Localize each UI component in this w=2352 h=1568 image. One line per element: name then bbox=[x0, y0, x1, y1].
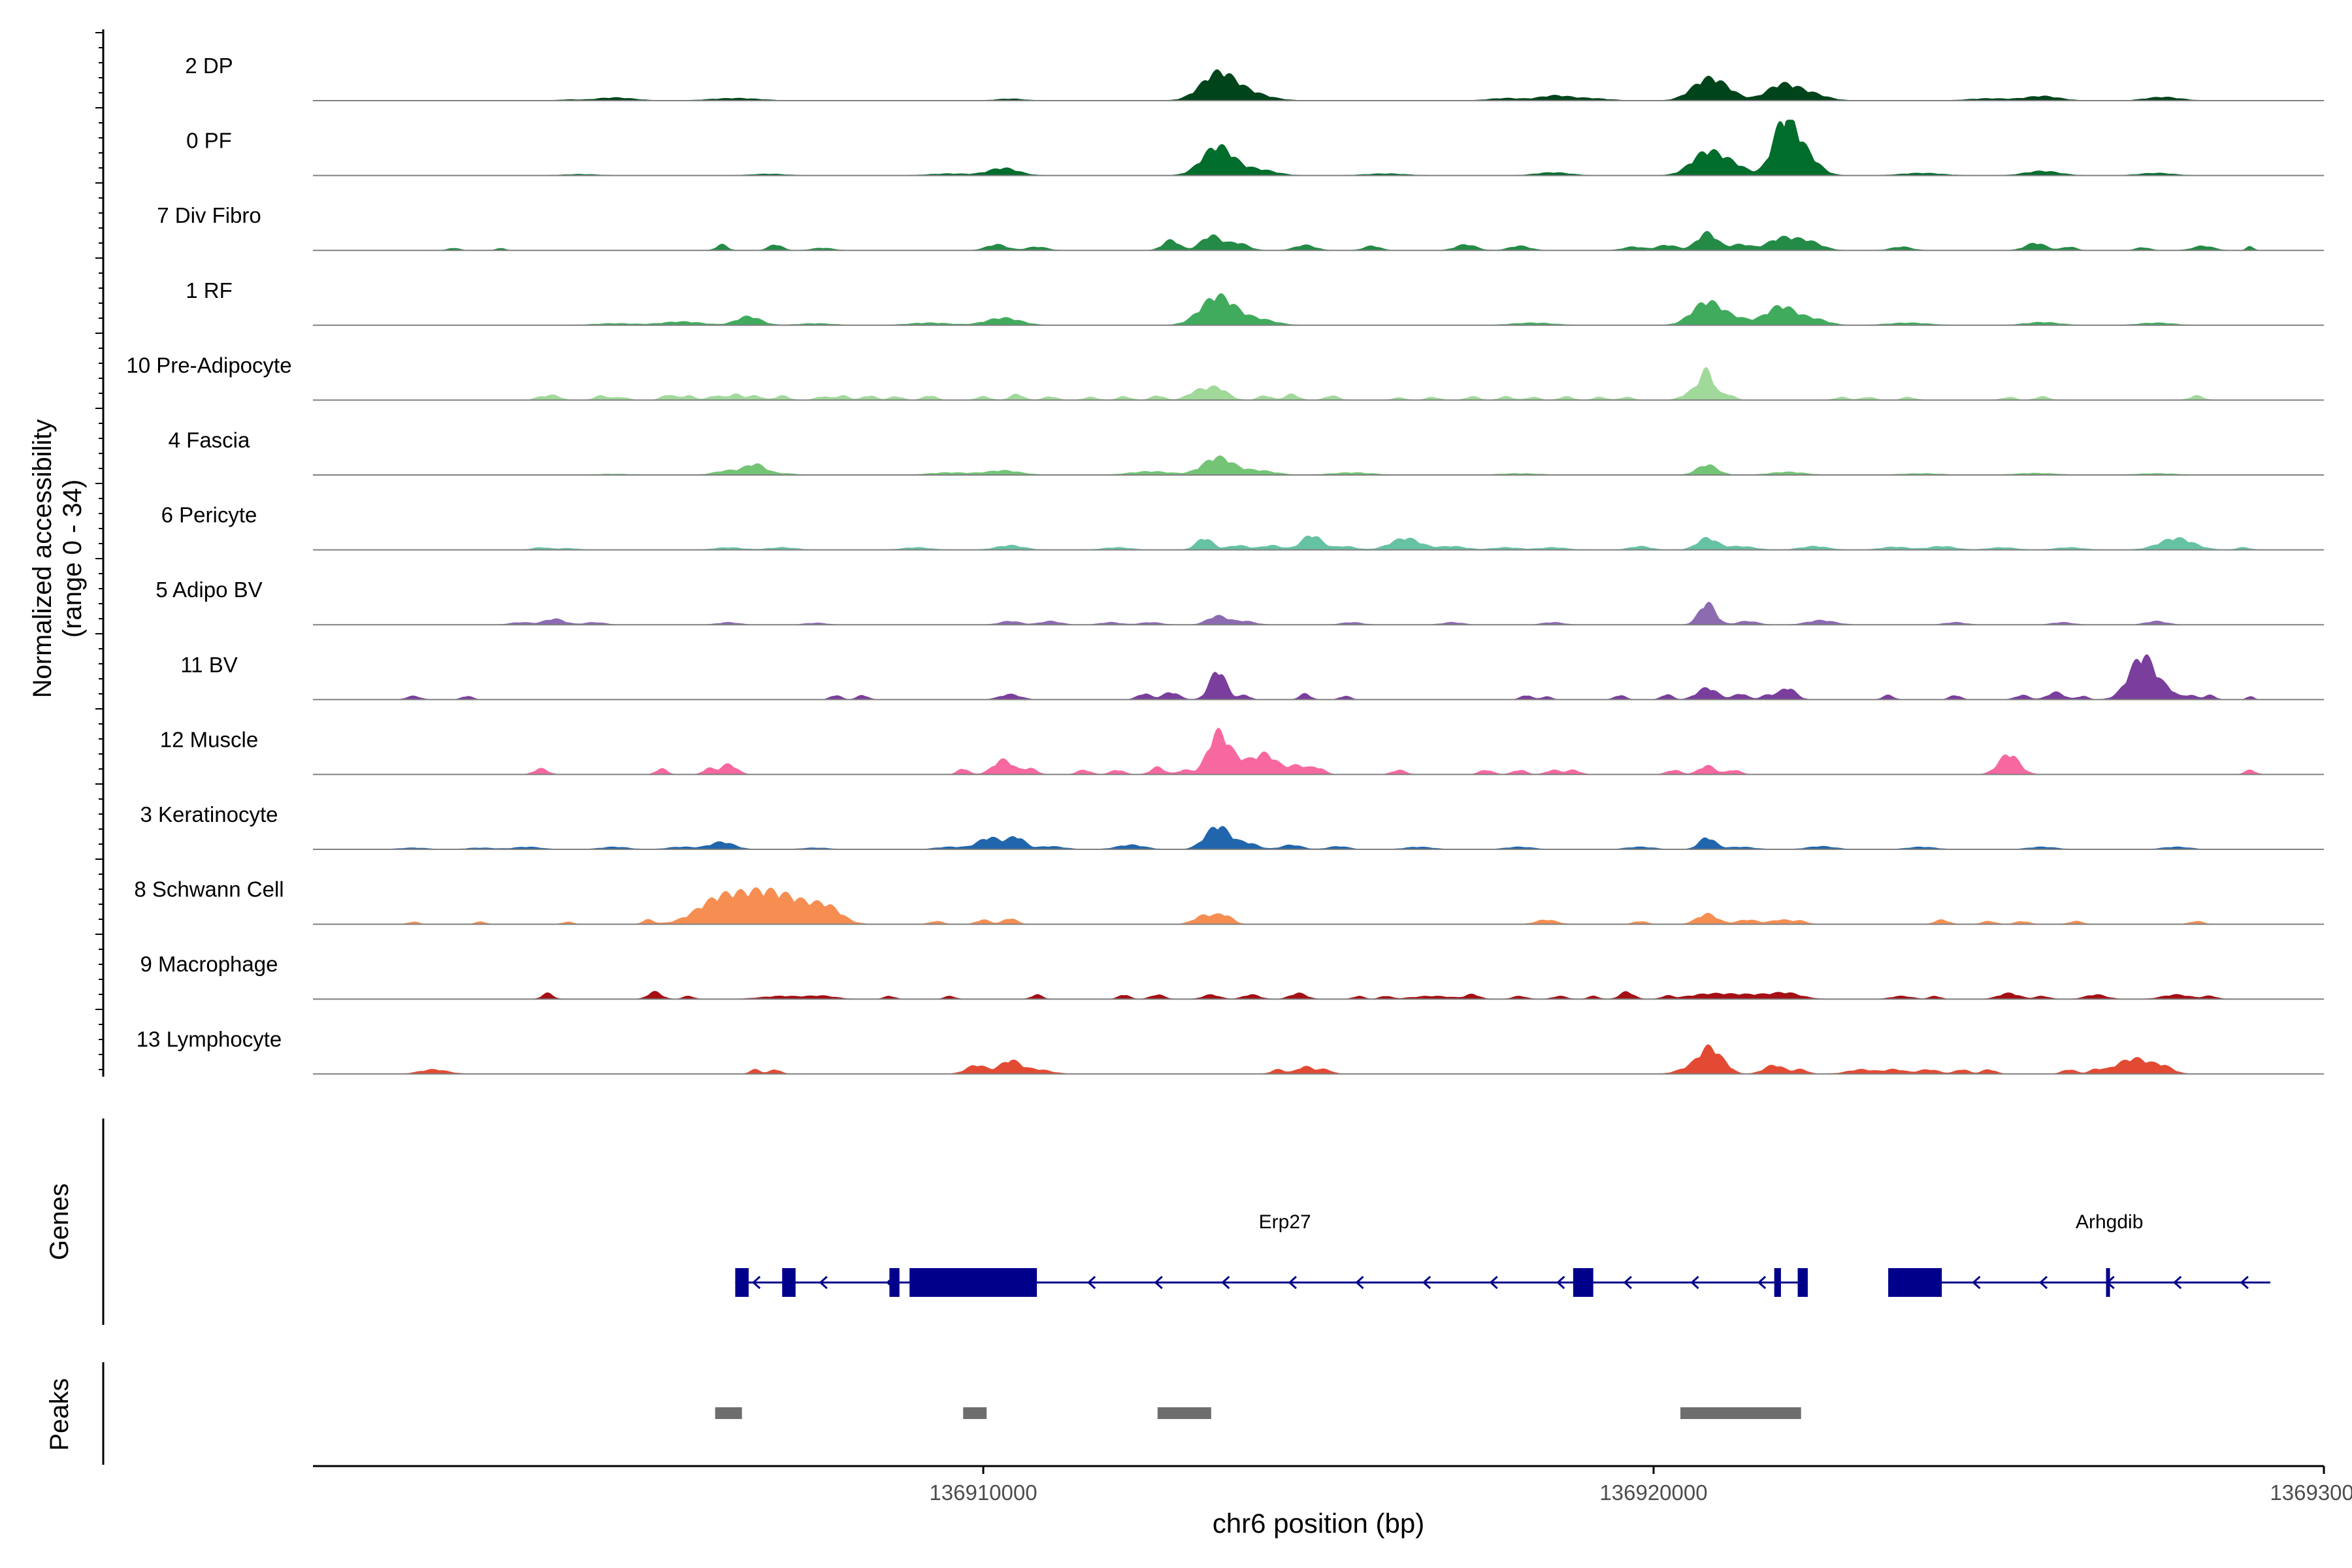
strand-arrow bbox=[819, 1275, 828, 1290]
peak-region bbox=[1680, 1407, 1801, 1419]
coverage-area bbox=[313, 231, 2270, 251]
coverage-area bbox=[313, 887, 2270, 924]
track-label: 0 PF bbox=[186, 129, 232, 153]
genes-panel-label: Genes bbox=[45, 1183, 74, 1260]
strand-arrow bbox=[751, 1275, 761, 1290]
coverage-area bbox=[313, 293, 2270, 326]
track-6-pericyte: 6 Pericyte bbox=[161, 503, 2324, 551]
track-label: 7 Div Fibro bbox=[157, 203, 261, 227]
strand-arrow bbox=[1221, 1275, 1230, 1290]
track-label: 1 RF bbox=[186, 278, 233, 302]
track-label: 3 Keratinocyte bbox=[140, 802, 278, 826]
track-label: 12 Muscle bbox=[160, 727, 258, 751]
track-label: 5 Adipo BV bbox=[155, 578, 262, 602]
gene-arhgdib: Arhgdib bbox=[1888, 1211, 2270, 1297]
track-1-rf: 1 RF bbox=[186, 278, 2324, 326]
track-label: 6 Pericyte bbox=[161, 503, 257, 527]
y-axis-title-line2: (range 0 - 34) bbox=[58, 480, 87, 638]
gene-exon bbox=[1797, 1268, 1808, 1297]
strand-arrow bbox=[1757, 1275, 1767, 1290]
gene-name-label: Erp27 bbox=[1259, 1211, 1311, 1233]
strand-arrow bbox=[1422, 1275, 1431, 1290]
strand-arrow bbox=[1972, 1275, 1981, 1290]
gene-exon bbox=[735, 1268, 749, 1297]
track-label: 10 Pre-Adipocyte bbox=[126, 353, 291, 377]
track-5-adipo-bv: 5 Adipo BV bbox=[155, 578, 2324, 626]
coverage-area bbox=[313, 535, 2270, 550]
strand-arrow bbox=[2240, 1275, 2249, 1290]
track-13-lymphocyte: 13 Lymphocyte bbox=[137, 1027, 2324, 1075]
strand-arrow bbox=[1154, 1275, 1163, 1290]
track-11-bv: 11 BV bbox=[180, 653, 2324, 700]
gene-exon bbox=[782, 1268, 796, 1297]
strand-arrow bbox=[1556, 1275, 1565, 1290]
peak-regions bbox=[715, 1407, 1801, 1419]
gene-exon bbox=[2106, 1268, 2110, 1297]
peaks-panel-label: Peaks bbox=[45, 1378, 74, 1450]
x-tick-label: 136920000 bbox=[1599, 1480, 1707, 1505]
strand-arrow bbox=[1288, 1275, 1297, 1290]
track-label: 4 Fascia bbox=[169, 428, 250, 452]
track-4-fascia: 4 Fascia bbox=[169, 428, 2324, 476]
track-label: 9 Macrophage bbox=[140, 952, 278, 976]
coverage-area bbox=[313, 367, 2270, 400]
gene-exon bbox=[889, 1268, 900, 1297]
track-9-macrophage: 9 Macrophage bbox=[140, 952, 2324, 1000]
gene-exon bbox=[1774, 1268, 1781, 1297]
coverage-area bbox=[313, 120, 2270, 176]
y-axis-title-line1: Normalized accessibility bbox=[28, 419, 57, 698]
track-label: 11 BV bbox=[180, 653, 237, 677]
strand-arrow bbox=[1489, 1275, 1498, 1290]
coverage-area bbox=[313, 727, 2270, 775]
track-label: 13 Lymphocyte bbox=[137, 1027, 282, 1051]
strand-arrow bbox=[1690, 1275, 1699, 1290]
strand-arrow bbox=[2173, 1275, 2182, 1290]
track-8-schwann-cell: 8 Schwann Cell bbox=[134, 877, 2324, 925]
x-axis: 136910000 136920000 136930000 bbox=[929, 1466, 2352, 1505]
track-3-keratinocyte: 3 Keratinocyte bbox=[140, 802, 2324, 850]
track-0-pf: 0 PF bbox=[186, 120, 2324, 176]
x-tick-label: 136910000 bbox=[929, 1480, 1037, 1505]
coverage-y-axis-ticks bbox=[95, 32, 103, 1070]
strand-arrow bbox=[1086, 1275, 1096, 1290]
strand-arrow bbox=[1623, 1275, 1632, 1290]
gene-exon bbox=[909, 1268, 1037, 1297]
peak-region bbox=[1157, 1407, 1211, 1419]
coverage-tracks: 2 DP 0 PF 7 Div Fibro 1 RF 10 Pre-Adipocyte 4… bbox=[126, 54, 2324, 1075]
x-tick-label: 136930000 bbox=[2270, 1480, 2352, 1505]
peak-region bbox=[715, 1407, 742, 1419]
track-12-muscle: 12 Muscle bbox=[160, 727, 2324, 776]
track-2-dp: 2 DP bbox=[185, 54, 2324, 101]
gene-name-label: Arhgdib bbox=[2076, 1211, 2143, 1233]
coverage-area bbox=[313, 654, 2270, 700]
coverage-area bbox=[313, 990, 2270, 1000]
coverage-area bbox=[313, 69, 2270, 101]
track-10-pre-adipocyte: 10 Pre-Adipocyte bbox=[126, 353, 2324, 401]
track-label: 2 DP bbox=[185, 54, 233, 78]
coverage-area bbox=[313, 826, 2270, 850]
coverage-area bbox=[313, 455, 2270, 476]
track-7-div-fibro: 7 Div Fibro bbox=[157, 203, 2324, 252]
strand-arrow bbox=[2038, 1275, 2048, 1290]
coverage-area bbox=[313, 601, 2270, 625]
strand-arrow bbox=[1355, 1275, 1364, 1290]
gene-exon bbox=[1573, 1268, 1593, 1297]
peak-region bbox=[963, 1407, 987, 1419]
gene-erp27: Erp27 bbox=[735, 1211, 1808, 1297]
coverage-area bbox=[313, 1044, 2270, 1075]
gene-exon bbox=[1888, 1268, 1942, 1297]
x-axis-title: chr6 position (bp) bbox=[1213, 1508, 1425, 1539]
gene-annotations: Erp27 Arhgdib bbox=[735, 1211, 2270, 1297]
track-label: 8 Schwann Cell bbox=[134, 877, 284, 902]
